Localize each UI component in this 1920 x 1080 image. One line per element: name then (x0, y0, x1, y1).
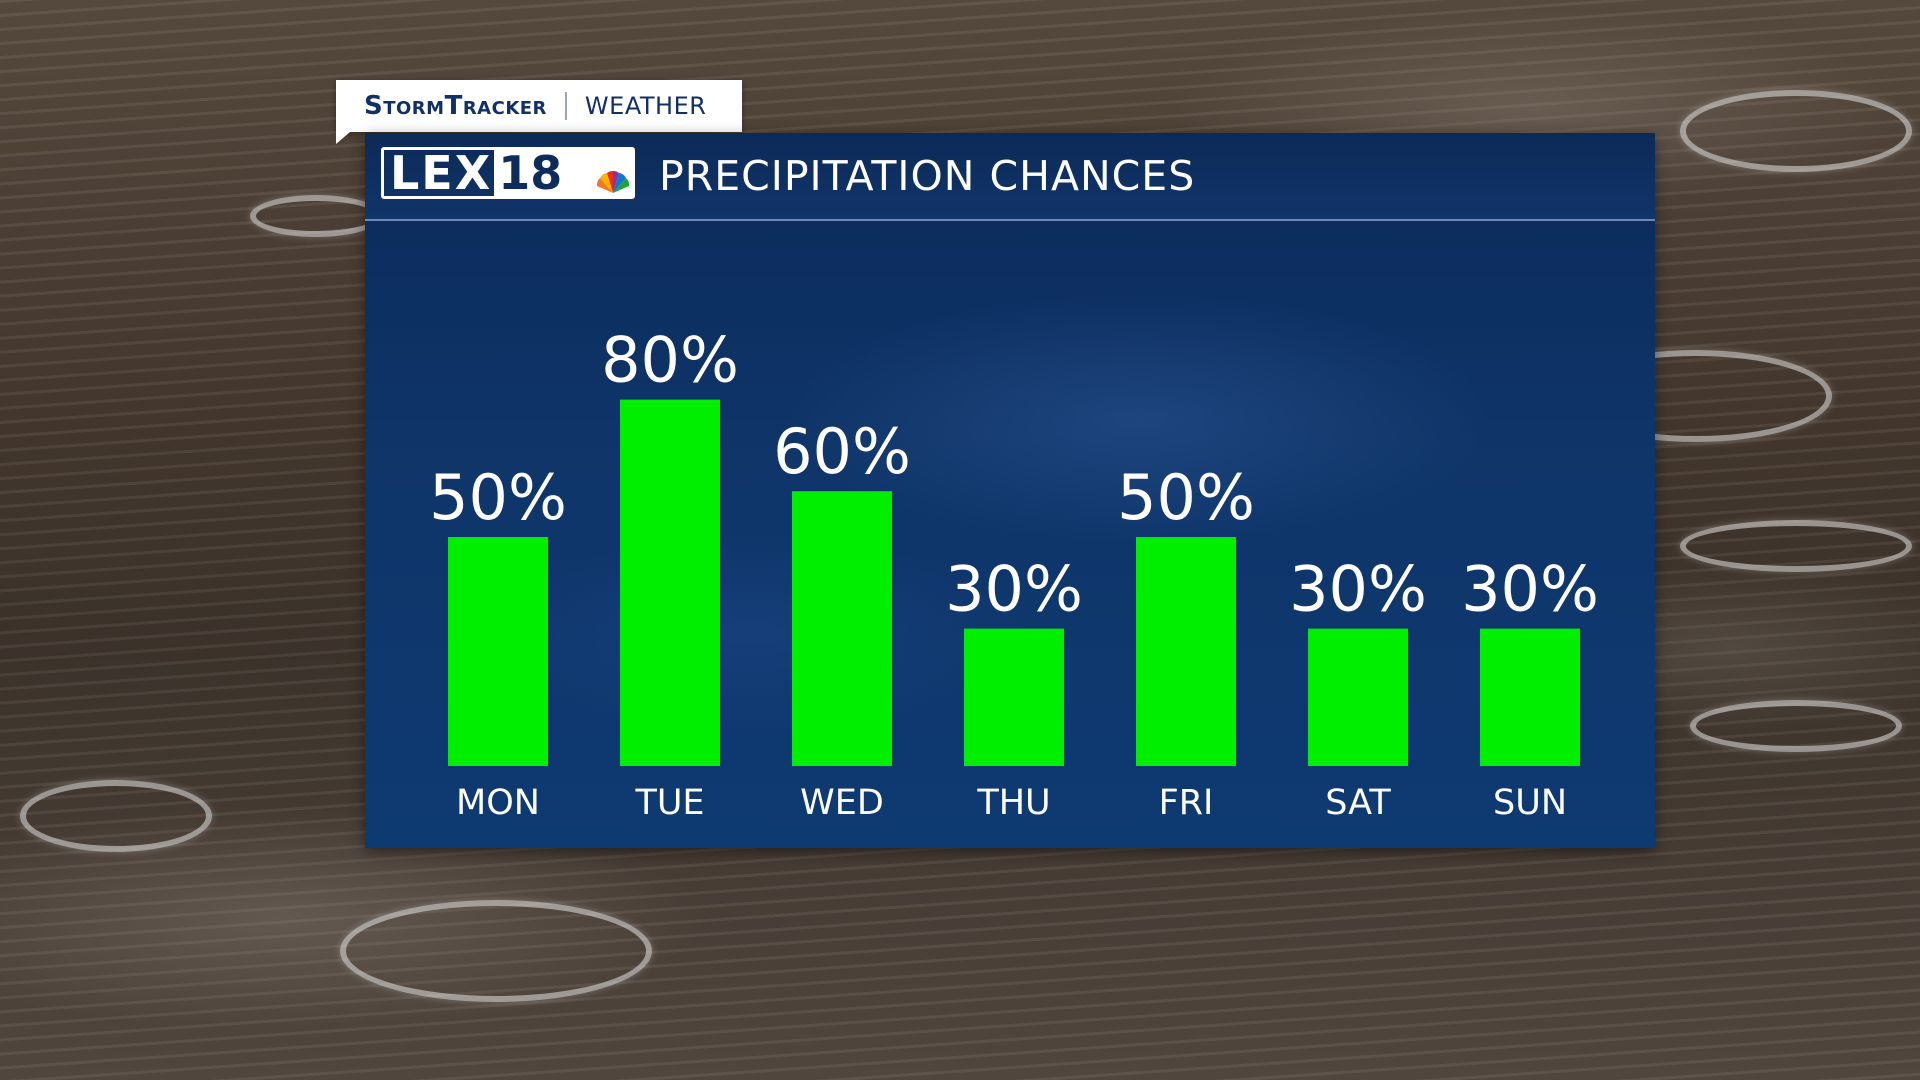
category-label-sat: SAT (1325, 783, 1391, 823)
value-label-wed: 60% (773, 415, 911, 488)
value-labels-layer: 50% 80% 60% 30% 50% 30% 30% (429, 324, 1599, 626)
value-label-sat: 30% (1289, 553, 1427, 626)
bar-fri (1136, 537, 1236, 766)
category-label-mon: MON (456, 783, 540, 823)
brand-name: StormTracker (364, 91, 547, 121)
rain-ripple (340, 900, 652, 1002)
category-labels-layer: MON TUE WED THU FRI SAT SUN (456, 783, 1567, 823)
category-label-sun: SUN (1493, 783, 1567, 823)
bar-mon (448, 537, 548, 766)
logo-number: 18 (494, 150, 632, 196)
precipitation-panel: LEX 18 PRECIPITATION CHANCES 50% 80% 60% 30… (365, 133, 1655, 848)
brand-tab: StormTracker WEATHER (336, 80, 742, 144)
bar-tue (620, 399, 720, 766)
brand-section-label: WEATHER (584, 92, 707, 120)
rain-ripple (1680, 520, 1912, 572)
logo-number-text: 18 (498, 147, 563, 199)
rain-ripple (1680, 90, 1912, 172)
category-label-wed: WED (800, 783, 884, 823)
value-label-mon: 50% (429, 461, 567, 534)
value-label-sun: 30% (1461, 553, 1599, 626)
rain-ripple (20, 780, 212, 852)
category-label-thu: THU (976, 783, 1050, 823)
bar-wed (792, 491, 892, 766)
value-label-tue: 80% (601, 324, 739, 397)
bar-thu (964, 628, 1064, 766)
category-label-tue: TUE (634, 783, 704, 823)
category-label-fri: FRI (1159, 783, 1214, 823)
bar-sat (1308, 628, 1408, 766)
bars-layer (448, 399, 1580, 766)
logo-letters: LEX (390, 147, 493, 199)
rain-ripple (250, 195, 382, 237)
value-label-fri: 50% (1117, 461, 1255, 534)
rain-ripple (1690, 700, 1902, 752)
station-logo: LEX 18 (381, 147, 635, 199)
brand-divider (564, 92, 567, 120)
peacock-icon (596, 170, 630, 193)
bar-sun (1480, 628, 1580, 766)
panel-header: LEX 18 PRECIPITATION CHANCES (365, 133, 1655, 221)
panel-title: PRECIPITATION CHANCES (659, 152, 1196, 200)
value-label-thu: 30% (945, 553, 1083, 626)
precipitation-bar-chart: 50% 80% 60% 30% 50% 30% 30% MON TUE WED THU FRI SAT… (429, 324, 1599, 823)
